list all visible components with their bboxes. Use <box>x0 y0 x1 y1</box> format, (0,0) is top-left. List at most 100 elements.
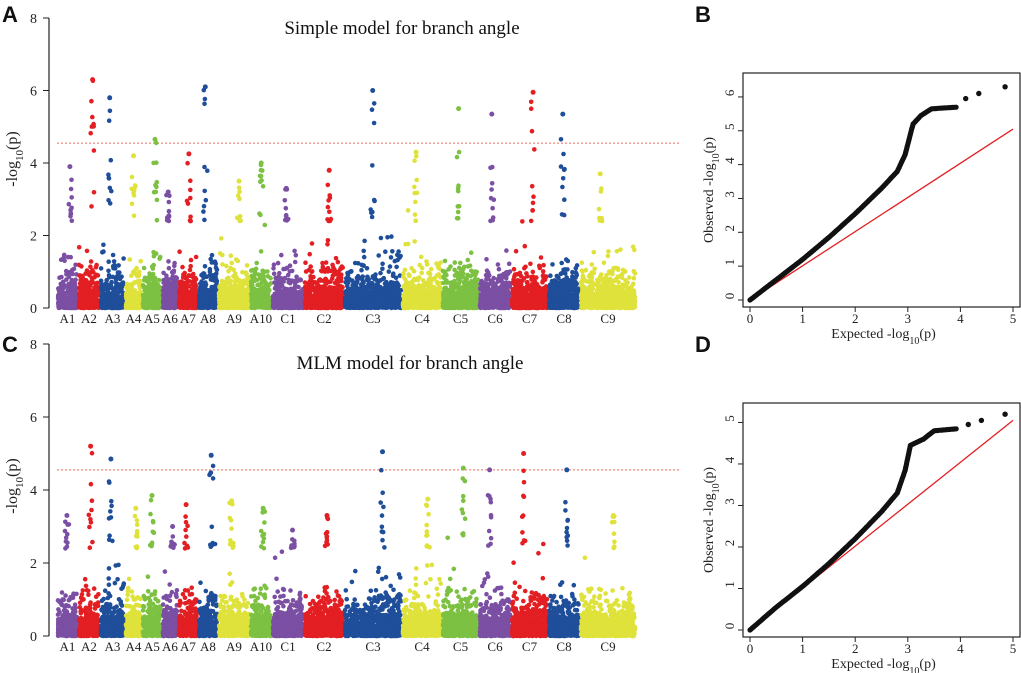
snp-point <box>244 263 250 268</box>
snp-point <box>109 305 114 310</box>
snp-point <box>131 213 137 219</box>
snp-point <box>104 277 109 283</box>
snp-point <box>255 304 261 310</box>
snp-point <box>323 292 329 298</box>
snp-point <box>229 291 235 297</box>
snp-point <box>262 222 268 228</box>
snp-point <box>271 271 277 277</box>
snp-point <box>260 184 266 189</box>
snp-point <box>227 281 233 287</box>
snp-point <box>188 187 193 193</box>
snp-point <box>328 216 334 222</box>
snp-point <box>93 281 98 286</box>
snp-point <box>249 273 254 279</box>
snp-point <box>66 270 71 275</box>
snp-point <box>319 304 324 309</box>
snp-point <box>322 287 327 292</box>
snp-point <box>287 292 293 297</box>
snp-point <box>164 285 170 290</box>
snp-point <box>127 284 133 289</box>
snp-point <box>279 252 284 258</box>
snp-points <box>55 77 638 311</box>
peak-snp-point <box>131 153 136 159</box>
snp-point <box>156 277 162 283</box>
snp-point <box>189 294 194 300</box>
snp-point <box>106 259 111 265</box>
snp-point <box>106 268 111 274</box>
snp-point <box>73 291 78 297</box>
snp-point <box>241 282 247 287</box>
snp-point <box>164 301 170 306</box>
snp-point <box>182 296 188 302</box>
snp-point <box>81 303 87 308</box>
snp-point <box>260 168 265 173</box>
snp-point <box>229 260 234 266</box>
snp-point <box>237 214 243 219</box>
snp-point <box>337 288 343 294</box>
snp-point <box>151 160 156 166</box>
snp-point <box>204 287 210 293</box>
snp-point <box>275 285 280 291</box>
snp-point <box>127 257 133 262</box>
snp-point <box>164 273 169 279</box>
snp-point <box>109 279 114 285</box>
snp-point <box>117 305 122 310</box>
snp-point <box>254 260 259 266</box>
snp-point <box>69 177 74 183</box>
snp-point <box>320 264 326 270</box>
snp-point <box>69 267 75 273</box>
peak-snp-point <box>202 84 208 90</box>
snp-point <box>306 281 311 286</box>
snp-point <box>57 301 63 307</box>
snp-point <box>151 288 156 294</box>
chromosome-a4-points <box>123 153 144 311</box>
snp-point <box>339 264 345 269</box>
snp-point <box>288 305 294 311</box>
snp-point <box>144 302 149 308</box>
snp-point <box>98 278 104 284</box>
snp-point <box>274 301 280 307</box>
snp-point <box>202 217 207 223</box>
snp-point <box>326 198 331 203</box>
snp-point <box>150 271 156 277</box>
snp-point <box>214 267 220 273</box>
snp-point <box>284 218 290 223</box>
snp-point <box>205 296 211 302</box>
snp-point <box>338 299 343 305</box>
snp-point <box>283 212 289 218</box>
snp-point <box>61 252 67 258</box>
snp-point <box>292 259 298 265</box>
snp-point <box>193 281 198 287</box>
snp-point <box>130 299 136 305</box>
snp-point <box>233 279 238 284</box>
snp-point <box>240 269 245 275</box>
snp-point <box>188 178 193 183</box>
snp-point <box>69 205 74 211</box>
y-tick-label: 2 <box>30 230 37 245</box>
y-tick-label: 6 <box>30 85 37 100</box>
snp-point <box>106 198 111 203</box>
snp-point <box>111 294 116 300</box>
snp-point <box>255 282 260 288</box>
snp-point <box>311 274 316 280</box>
snp-point <box>148 283 154 289</box>
snp-point <box>107 274 112 280</box>
snp-point <box>207 273 213 278</box>
y-tick-label: 8 <box>30 12 37 27</box>
snp-point <box>309 241 315 246</box>
snp-point <box>117 270 122 275</box>
snp-point <box>129 174 135 180</box>
snp-point <box>101 242 106 248</box>
snp-point <box>284 265 290 271</box>
snp-point <box>201 203 207 209</box>
snp-point <box>151 249 156 255</box>
snp-point <box>142 275 148 281</box>
snp-point <box>166 208 172 214</box>
chromosome-a8-points <box>196 84 220 311</box>
snp-point <box>73 277 78 283</box>
snp-point <box>93 265 99 270</box>
snp-point <box>187 218 193 223</box>
snp-point <box>325 204 331 210</box>
snp-point <box>109 188 114 194</box>
